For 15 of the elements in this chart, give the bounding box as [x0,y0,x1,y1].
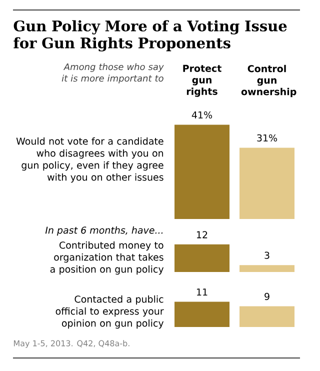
data-label: 3 [264,252,270,259]
text: Among those who say it is more important to [62,63,164,84]
y-axis-title: Would not vote for a candidate who disagrees with you on gun policy, even if they agree with you on other issues [16,137,164,183]
data-label: 9 [264,292,270,300]
chart-title: Gun Policy More of a Voting Issue for Gun Rights Proponents [14,20,287,52]
x-tick-label: Control gun ownership [241,64,296,98]
x-tick-label: Protect gun rights [183,64,222,97]
data-label: 11 [197,288,208,296]
text: May 1-5, 2013. Q42, Q48a-b. [14,340,130,348]
y-axis-title: Contributed money to organization that takes a position on gun policy [50,241,164,275]
data-label: 31% [257,134,278,142]
data-label: 41% [192,111,212,119]
data-label: 12 [197,231,208,238]
chart-subtitle: In past 6 months, have... [45,226,163,236]
y-axis-title: Contacted a public official to express your opinion on gun policy [56,295,164,329]
